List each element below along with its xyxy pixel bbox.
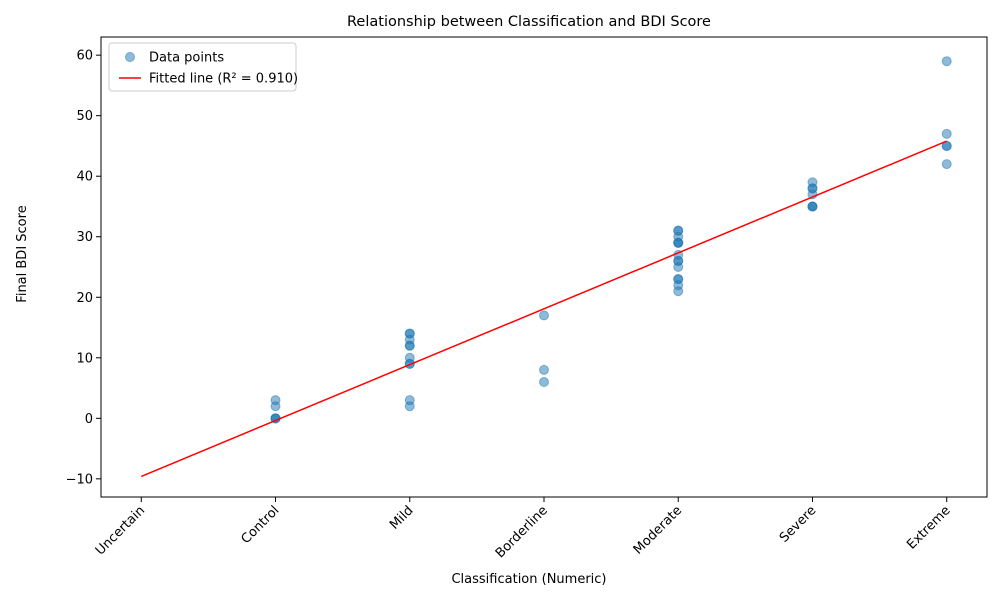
data-point — [941, 128, 952, 139]
chart-title: Relationship between Classification and … — [347, 14, 711, 30]
y-tick-label: 20 — [76, 291, 93, 306]
data-point — [404, 401, 415, 412]
y-axis-ticks: −10 0 10 20 30 40 50 60 — [66, 49, 101, 487]
y-tick-label: −10 — [66, 472, 93, 487]
data-point — [673, 237, 684, 248]
y-axis-label: Final BDI Score — [15, 205, 30, 302]
data-point — [673, 262, 684, 272]
y-tick-label: 50 — [76, 109, 93, 124]
legend: Data points Fitted line (R² = 0.910) — [108, 42, 298, 92]
data-point — [539, 377, 549, 387]
data-point — [673, 286, 684, 297]
data-point — [539, 310, 549, 321]
y-tick-label: 40 — [76, 170, 93, 185]
data-point — [404, 340, 415, 351]
fitted-line — [140, 140, 948, 478]
data-point — [539, 364, 549, 375]
data-point — [270, 401, 281, 412]
y-tick-label: 10 — [76, 351, 93, 366]
legend-box — [108, 42, 297, 92]
data-point — [941, 56, 952, 67]
x-axis-label: Classification (Numeric) — [451, 572, 606, 587]
legend-entry-label: Fitted line (R² = 0.910) — [149, 72, 298, 87]
y-tick-label: 0 — [85, 412, 93, 427]
y-tick-label: 30 — [76, 230, 93, 245]
y-tick-label: 60 — [76, 49, 93, 64]
data-point — [807, 201, 818, 212]
data-point — [941, 159, 952, 170]
plot-area — [140, 56, 952, 478]
legend-marker-scatter — [125, 52, 135, 62]
legend-entry-label: Data points — [149, 51, 224, 66]
plot-frame — [100, 36, 988, 498]
